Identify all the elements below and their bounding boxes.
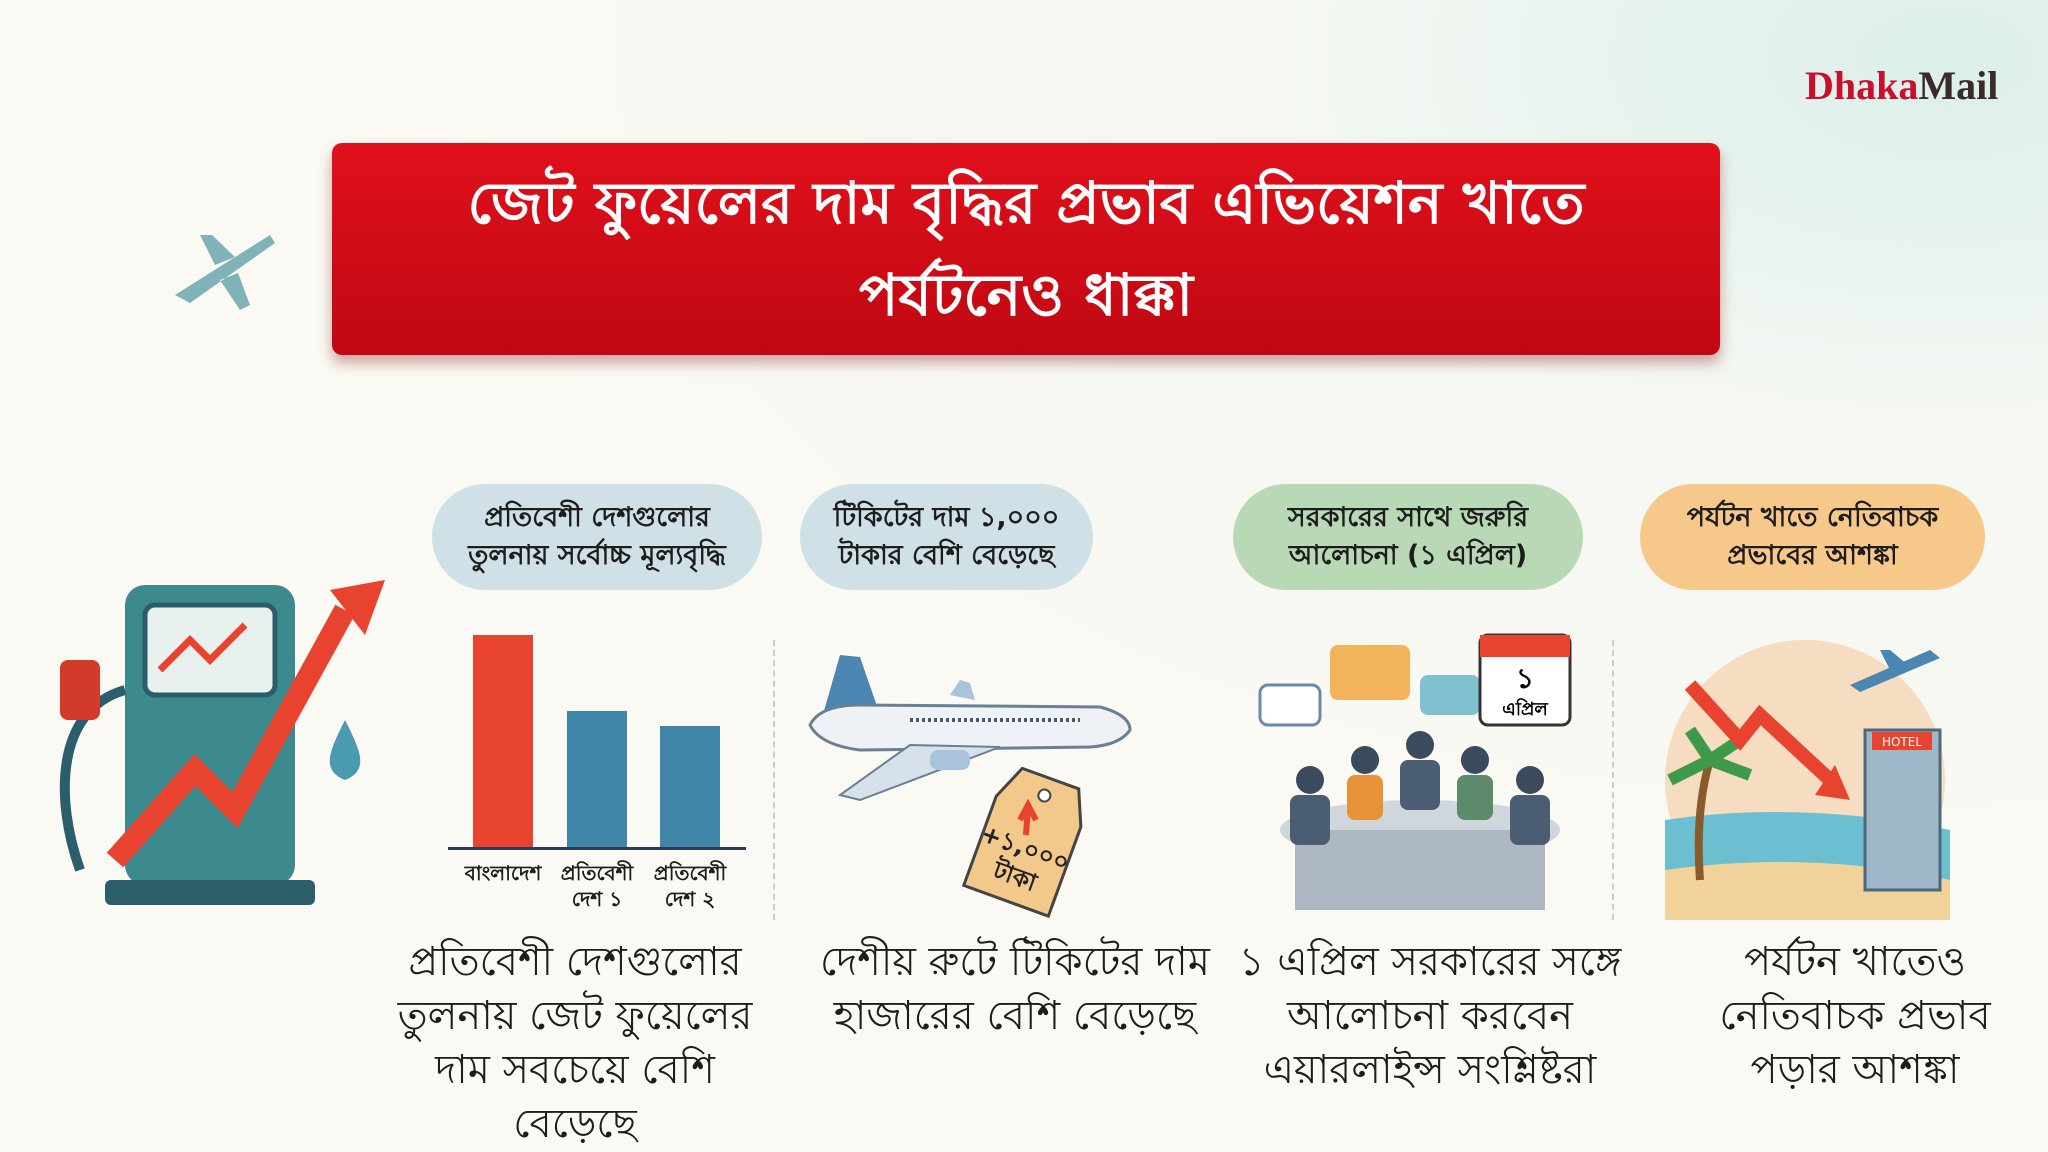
calendar-month: এপ্রিল — [1502, 698, 1548, 720]
x-label-neighbor-1: প্রতিবেশী দেশ ১ — [560, 861, 634, 911]
pill-ticket-price: টিকিটের দাম ১,০০০ টাকার বেশি বেড়েছে — [800, 484, 1093, 590]
bar-2 — [567, 711, 627, 847]
caption-ticket-price: দেশীয় রুটে টিকিটের দাম হাজারের বেশি বেড… — [820, 939, 1210, 1039]
pill-text: পর্যটন খাতে নেতিবাচক প্রভাবের আশঙ্কা — [1686, 502, 1939, 571]
caption-fuel-price: প্রতিবেশী দেশগুলোর তুলনায় জেট ফুয়েলের … — [397, 939, 753, 1147]
meeting-illustration: ১ এপ্রিল — [1258, 633, 1572, 910]
calendar-icon: ১ এপ্রিল — [1478, 633, 1572, 727]
calendar-day: ১ — [1516, 662, 1534, 695]
divider — [773, 640, 775, 920]
x-label-bangladesh: বাংলাদেশ — [464, 861, 542, 885]
pill-tourism-impact: পর্যটন খাতে নেতিবাচক প্রভাবের আশঙ্কা — [1640, 484, 1985, 590]
dhakamail-logo: DhakaMail — [1805, 62, 1998, 109]
logo-part2: Mail — [1918, 63, 1999, 108]
logo-part1: Dhaka — [1805, 63, 1919, 108]
title-banner: জেট ফুয়েলের দাম বৃদ্ধির প্রভাব এভিয়েশন… — [332, 143, 1720, 355]
airplane-icon — [175, 235, 275, 310]
chart-baseline — [448, 847, 746, 850]
title-line2: পর্যটনেও ধাক্কা — [858, 261, 1194, 329]
airplane-illustration: +১,০০০ টাকা — [808, 655, 1132, 919]
caption-government-talks: ১ এপ্রিল সরকারের সঙ্গে আলোচনা করবেন এয়া… — [1238, 939, 1622, 1093]
fuel-pump-icon — [59, 580, 385, 905]
pill-text: প্রতিবেশী দেশগুলোর তুলনায় সর্বোচ্চ মূল্… — [468, 502, 726, 571]
bar-1 — [473, 635, 533, 847]
x-label-neighbor-2: প্রতিবেশী দেশ ২ — [653, 861, 727, 911]
pill-text: টিকিটের দাম ১,০০০ টাকার বেশি বেড়েছে — [833, 502, 1060, 571]
title-line1: জেট ফুয়েলের দাম বৃদ্ধির প্রভাব এভিয়েশন… — [467, 169, 1585, 237]
tourism-decline-illustration: HOTEL — [1665, 640, 1950, 920]
pill-text: সরকারের সাথে জরুরি আলোচনা (১ এপ্রিল) — [1287, 502, 1529, 571]
pill-price-rise: প্রতিবেশী দেশগুলোর তুলনায় সর্বোচ্চ মূল্… — [432, 484, 762, 590]
hotel-sign: HOTEL — [1882, 735, 1922, 749]
bar-3 — [660, 726, 720, 847]
pill-government-talks: সরকারের সাথে জরুরি আলোচনা (১ এপ্রিল) — [1233, 484, 1583, 590]
divider — [1612, 640, 1614, 920]
caption-tourism-impact: পর্যটন খাতেও নেতিবাচক প্রভাব পড়ার আশঙ্ক… — [1719, 939, 1991, 1093]
